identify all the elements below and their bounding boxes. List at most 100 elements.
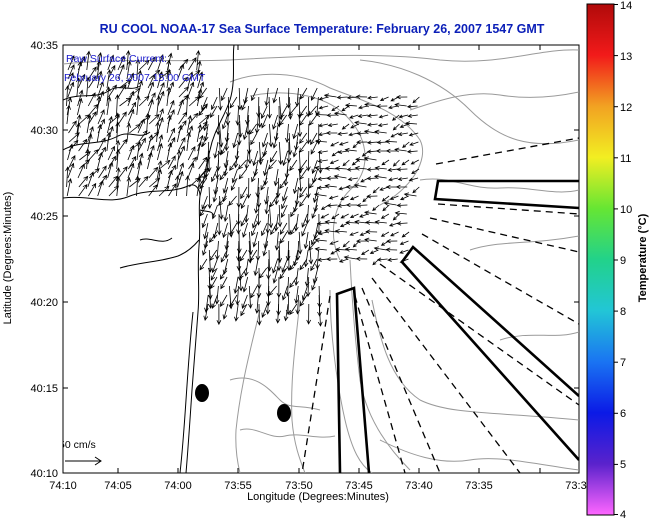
current-vector xyxy=(199,177,208,190)
current-vector xyxy=(202,240,208,256)
current-vector xyxy=(299,105,308,117)
current-vector xyxy=(269,195,278,208)
current-vector xyxy=(386,238,398,244)
current-vector xyxy=(178,76,189,89)
x-tick-label: 73:3 xyxy=(565,480,586,492)
current-vector xyxy=(326,203,338,208)
x-tick-label: 73:45 xyxy=(345,480,373,492)
current-vector xyxy=(396,221,408,226)
current-vector xyxy=(385,247,398,252)
current-vector xyxy=(240,303,248,317)
current-vector xyxy=(88,103,99,116)
current-vector xyxy=(324,228,337,234)
current-vector xyxy=(283,168,289,187)
current-vector xyxy=(299,195,308,208)
current-vector xyxy=(385,139,398,144)
current-vector xyxy=(107,54,115,71)
current-vector xyxy=(66,104,71,125)
current-vector xyxy=(356,131,368,136)
current-vector xyxy=(329,159,339,164)
current-vector xyxy=(129,123,141,134)
current-vector xyxy=(328,195,339,200)
current-vector xyxy=(187,81,195,98)
current-vector xyxy=(177,145,185,161)
current-vector xyxy=(388,222,399,227)
current-vector xyxy=(385,184,398,190)
current-vector xyxy=(389,195,399,200)
current-vector xyxy=(349,231,359,236)
current-vector xyxy=(166,68,172,89)
current-vector xyxy=(284,123,290,143)
current-vector xyxy=(115,167,121,188)
current-vector xyxy=(268,123,274,148)
current-vector xyxy=(290,222,298,236)
current-vector xyxy=(378,114,389,119)
current-vector xyxy=(220,294,228,307)
current-vector xyxy=(346,95,358,100)
current-vector xyxy=(126,122,132,143)
current-vector xyxy=(260,177,268,191)
current-vector xyxy=(67,155,76,170)
current-vector xyxy=(236,213,241,235)
current-vector xyxy=(354,120,367,126)
current-vector xyxy=(128,101,137,116)
current-vector xyxy=(229,294,238,307)
current-vector xyxy=(195,50,201,71)
current-vector xyxy=(276,249,282,272)
current-vector xyxy=(240,195,248,210)
current-vector xyxy=(272,132,279,149)
current-vector xyxy=(281,258,288,273)
current-vector xyxy=(87,126,94,143)
current-vector xyxy=(242,276,249,293)
current-vector xyxy=(177,137,186,152)
current-vector xyxy=(308,114,318,126)
current-vector xyxy=(238,168,248,180)
x-axis-label: Longitude (Degrees:Minutes) xyxy=(247,491,389,503)
current-vector xyxy=(344,103,357,108)
current-vector xyxy=(289,258,298,271)
current-vector xyxy=(340,195,349,201)
current-vector xyxy=(336,95,348,100)
current-vector xyxy=(310,258,318,272)
current-vector xyxy=(367,95,378,100)
current-vector xyxy=(394,102,407,108)
current-vector xyxy=(135,95,141,116)
current-vector xyxy=(198,156,208,170)
current-vector xyxy=(158,185,170,197)
current-vector xyxy=(317,176,328,181)
current-vector xyxy=(223,204,229,222)
current-vector xyxy=(222,222,228,239)
current-vector xyxy=(277,204,283,228)
current-vector xyxy=(314,237,327,243)
current-vector xyxy=(118,111,127,125)
current-vector xyxy=(156,160,163,179)
current-vector xyxy=(178,111,188,125)
current-vector xyxy=(221,141,228,156)
annotation-line-2: February 26, 2007 15:00 GMT xyxy=(64,72,206,84)
current-vector xyxy=(366,176,378,181)
current-vector xyxy=(282,150,288,167)
colorbar-scale xyxy=(586,3,615,516)
current-vector xyxy=(201,213,208,229)
current-vector xyxy=(355,256,368,262)
current-vector xyxy=(339,222,349,228)
current-vector xyxy=(263,168,269,186)
current-vector xyxy=(157,71,164,89)
current-vector xyxy=(330,141,339,147)
current-vector xyxy=(387,257,398,262)
colorbar-tick-label: 10 xyxy=(620,204,632,216)
current-vector xyxy=(147,81,155,98)
current-vector xyxy=(216,213,222,236)
y-tick-label: 40:15 xyxy=(30,383,58,395)
current-vector xyxy=(349,114,359,119)
current-vector xyxy=(187,162,195,179)
current-vector xyxy=(294,87,300,107)
current-vector xyxy=(97,81,104,98)
current-vector xyxy=(401,231,410,238)
current-vector xyxy=(207,276,213,300)
current-vector xyxy=(313,192,327,198)
current-vector xyxy=(97,179,104,197)
current-vector xyxy=(222,303,229,320)
current-vector xyxy=(317,158,328,163)
